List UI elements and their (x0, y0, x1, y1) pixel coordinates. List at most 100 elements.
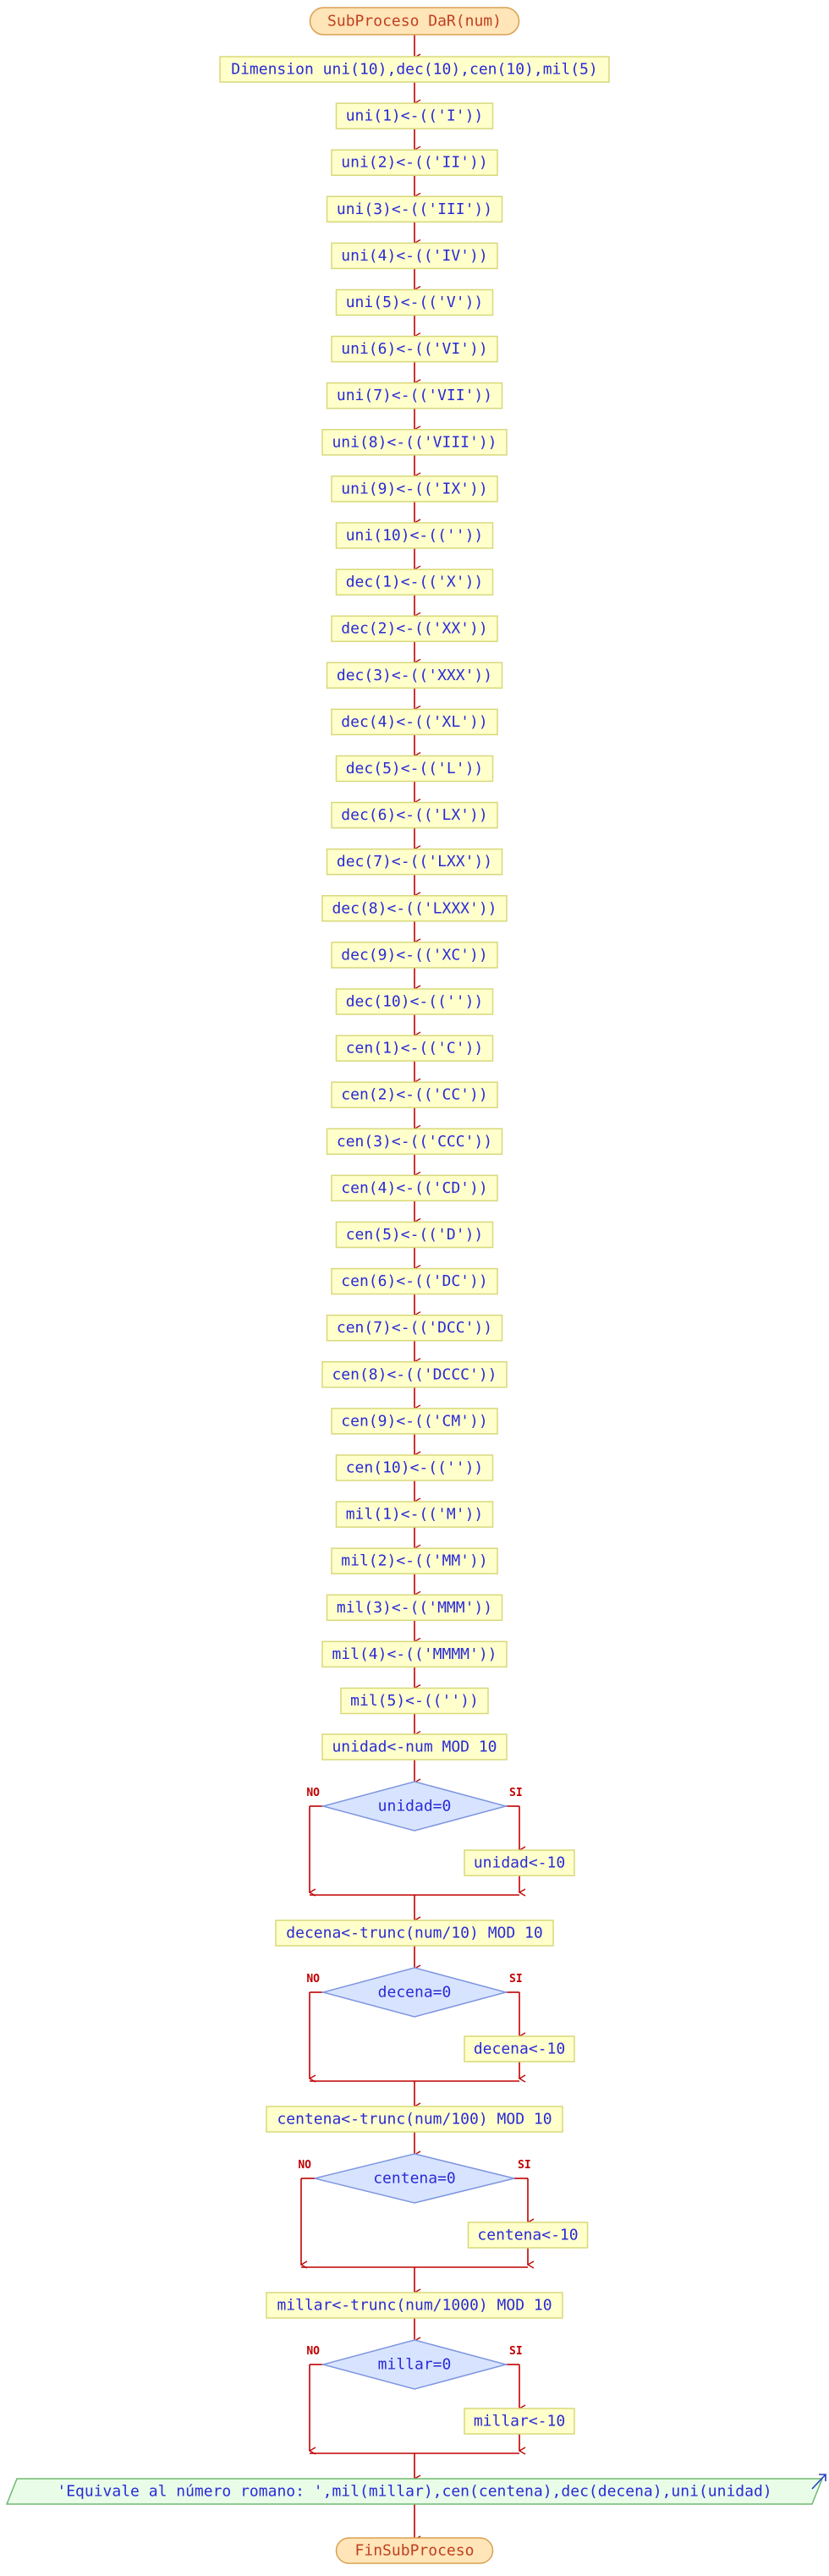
process-label: unidad<-num MOD 10 (332, 1738, 497, 1756)
process-label: unidad<-10 (474, 1854, 565, 1872)
assignment-box: cen(3)<-(('CCC')) (326, 1128, 503, 1156)
process-box (335, 1221, 494, 1249)
assignment-box: dec(5)<-(('L')) (335, 755, 494, 783)
then-action-box: decena<-10 (464, 2035, 575, 2062)
assignment-box: uni(7)<-(('VII')) (326, 382, 503, 409)
assignment-box: uni(8)<-(('VIII')) (321, 429, 508, 456)
process-box (266, 2292, 563, 2319)
process-box (326, 382, 503, 409)
process-box (464, 1849, 575, 1876)
process-label: cen(4)<-(('CD')) (341, 1179, 487, 1197)
assignment-box: dec(7)<-(('LXX')) (326, 848, 503, 876)
assignment-box: mil(2)<-(('MM')) (331, 1547, 498, 1574)
decision-diamond: millar=0 (321, 2339, 508, 2390)
process-box (331, 615, 498, 642)
process-label: uni(8)<-(('VIII')) (332, 433, 497, 451)
process-label: centena<-10 (477, 2227, 578, 2244)
compute-box: unidad<-num MOD 10 (321, 1733, 508, 1760)
assignment-box: dec(3)<-(('XXX')) (326, 662, 503, 689)
end-label: FinSubProceso (355, 2542, 475, 2560)
branch-no-label: NO (306, 1973, 320, 1986)
assignment-box: uni(6)<-(('VI')) (331, 335, 498, 363)
process-box (331, 335, 498, 363)
process-label: uni(3)<-(('III')) (337, 200, 492, 218)
process-label: dec(9)<-(('XC')) (341, 946, 487, 964)
terminal-shape (335, 2537, 494, 2564)
branch-no-label: NO (298, 2159, 311, 2172)
process-label: centena<-trunc(num/100) MOD 10 (277, 2111, 552, 2128)
assignment-box: mil(5)<-(('')) (340, 1687, 489, 1715)
assignment-box: dec(9)<-(('XC')) (331, 942, 498, 969)
process-box (464, 2035, 575, 2062)
start-label: SubProceso DaR(num) (327, 13, 502, 30)
assignment-box: cen(9)<-(('CM')) (331, 1408, 498, 1435)
process-box (331, 149, 498, 176)
assignment-box: cen(5)<-(('D')) (335, 1221, 494, 1249)
branch-yes-label: SI (509, 1787, 523, 1799)
process-box (326, 1314, 503, 1342)
process-box (335, 288, 494, 316)
process-box (331, 801, 498, 829)
condition-label: millar=0 (378, 2356, 452, 2374)
branch-yes-label: SI (509, 1973, 523, 1986)
compute-box: centena<-trunc(num/100) MOD 10 (266, 2106, 563, 2133)
branch-yes-label: SI (518, 2159, 531, 2172)
process-label: millar<-10 (474, 2413, 565, 2430)
process-label: dec(3)<-(('XXX')) (337, 667, 492, 684)
process-label: Dimension uni(10),dec(10),cen(10),mil(5) (231, 61, 597, 79)
diamond-shape (321, 1781, 508, 1832)
process-box (335, 102, 494, 129)
process-label: mil(4)<-(('MMMM')) (332, 1645, 497, 1663)
process-label: uni(10)<-(('')) (346, 527, 484, 545)
process-label: dec(10)<-(('')) (346, 993, 484, 1011)
compute-box: millar<-trunc(num/1000) MOD 10 (266, 2292, 563, 2319)
process-label: uni(4)<-(('IV')) (341, 247, 487, 265)
process-box (467, 2222, 589, 2249)
output-statement: 'Equivale al número romano: ',mil(millar… (5, 2478, 824, 2505)
start-terminal: SubProceso DaR(num) (309, 7, 520, 36)
condition-label: centena=0 (373, 2170, 456, 2188)
assignment-box: uni(4)<-(('IV')) (331, 242, 498, 270)
process-box (321, 1640, 508, 1668)
process-label: uni(2)<-(('II')) (341, 154, 487, 172)
process-label: mil(2)<-(('MM')) (341, 1552, 487, 1570)
process-label: dec(2)<-(('XX')) (341, 620, 487, 638)
assignment-box: cen(7)<-(('DCC')) (326, 1314, 503, 1342)
assignment-box: dec(10)<-(('')) (335, 988, 494, 1015)
assignment-box: cen(6)<-(('DC')) (331, 1267, 498, 1295)
process-box (335, 522, 494, 549)
process-label: cen(1)<-(('C')) (346, 1040, 484, 1057)
process-label: dec(4)<-(('XL')) (341, 713, 487, 731)
process-label: cen(3)<-(('CCC')) (337, 1133, 492, 1151)
process-box (335, 568, 494, 596)
process-box (331, 475, 498, 503)
decision-diamond: decena=0 (321, 1967, 508, 2018)
process-label: cen(6)<-(('DC')) (341, 1272, 487, 1290)
process-box (326, 195, 503, 223)
assignment-box: uni(5)<-(('V')) (335, 288, 494, 316)
process-box (335, 1035, 494, 1062)
process-box (340, 1687, 489, 1715)
process-box (335, 1454, 494, 1481)
process-box (335, 988, 494, 1015)
process-box (331, 242, 498, 270)
process-box (275, 1920, 554, 1947)
process-box (331, 1547, 498, 1574)
process-box (331, 708, 498, 736)
process-label: cen(10)<-(('')) (346, 1459, 484, 1477)
process-label: mil(3)<-(('MMM')) (337, 1599, 492, 1617)
process-box (321, 429, 508, 456)
dimension-statement: Dimension uni(10),dec(10),cen(10),mil(5) (219, 56, 610, 83)
process-label: uni(7)<-(('VII')) (337, 387, 492, 404)
output-arrow-icon (811, 2474, 826, 2490)
parallelogram-shape (5, 2478, 824, 2505)
branch-no-label: NO (306, 2345, 320, 2358)
assignment-box: cen(1)<-(('C')) (335, 1035, 494, 1062)
process-label: mil(5)<-(('')) (350, 1692, 479, 1710)
process-box (331, 1174, 498, 1202)
process-box (321, 1733, 508, 1760)
process-label: decena<-10 (474, 2040, 565, 2058)
assignment-box: cen(2)<-(('CC')) (331, 1081, 498, 1108)
branch-yes-label: SI (509, 2345, 523, 2358)
diamond-shape (321, 2339, 508, 2390)
